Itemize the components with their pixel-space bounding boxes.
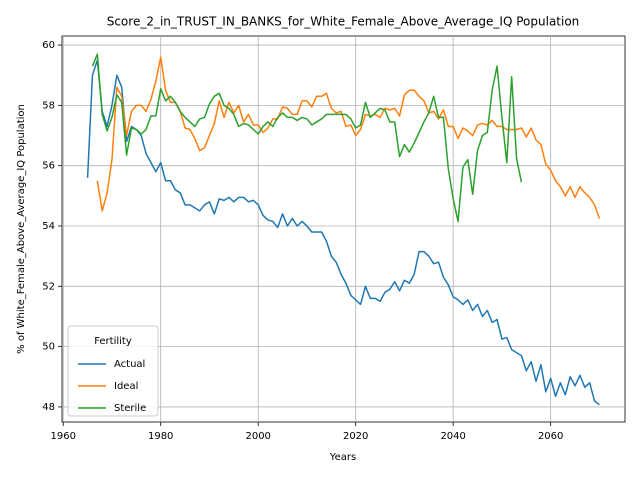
- y-tick-label: 48: [42, 402, 55, 413]
- x-tick-label: 2060: [538, 431, 563, 442]
- legend-label: Sterile: [114, 403, 146, 414]
- y-tick-label: 54: [42, 221, 55, 232]
- x-tick-label: 1960: [50, 431, 75, 442]
- legend-label: Actual: [114, 359, 145, 370]
- chart-title: Score_2_in_TRUST_IN_BANKS_for_White_Fema…: [107, 15, 580, 29]
- legend-box: [67, 325, 159, 417]
- x-tick-label: 2000: [245, 431, 270, 442]
- y-tick-label: 56: [42, 161, 55, 172]
- series-line: [96, 56, 601, 219]
- legend-label: Ideal: [114, 381, 138, 392]
- y-tick-label: 58: [42, 100, 55, 111]
- x-tick-label: 2020: [343, 431, 368, 442]
- series-line: [91, 53, 523, 223]
- series-line: [86, 59, 600, 406]
- y-tick-label: 52: [42, 281, 55, 292]
- legend-title: Fertility: [94, 336, 132, 347]
- y-axis-label: % of White_Female_Above_Average_IQ Popul…: [16, 104, 27, 354]
- y-tick-label: 60: [42, 40, 55, 51]
- x-tick-label: 2040: [440, 431, 465, 442]
- x-tick-label: 1980: [148, 431, 173, 442]
- plot-frame: [61, 35, 626, 423]
- y-tick-label: 50: [42, 342, 55, 353]
- x-axis-label: Years: [329, 452, 356, 463]
